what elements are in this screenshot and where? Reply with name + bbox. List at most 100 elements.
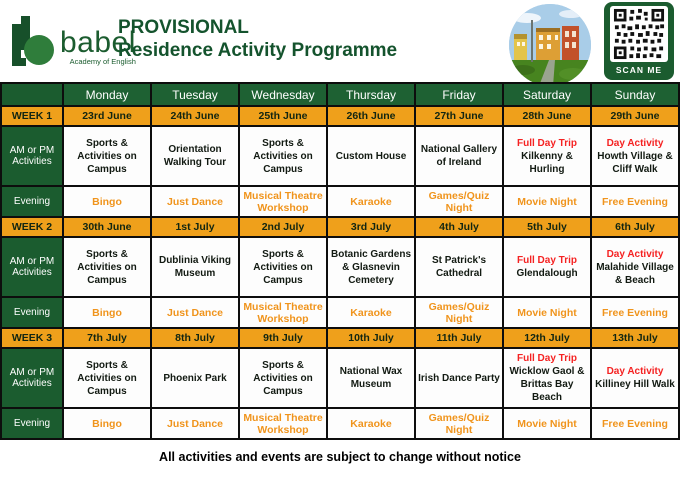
activity-text: Dublinia Viking Museum — [158, 255, 232, 279]
trip-highlight: Day Activity — [606, 248, 664, 260]
week1-label: WEEK 1 — [0, 105, 64, 127]
date-cell: 27th June — [414, 105, 504, 127]
evening-cell: Just Dance — [150, 296, 240, 329]
activity-cell: Sports & Activities on Campus — [238, 125, 328, 187]
activity-cell: National Gallery of Ireland — [414, 125, 504, 187]
activity-cell: Phoenix Park — [150, 347, 240, 409]
activity-text: Howth Village & Cliff Walk — [597, 150, 673, 175]
activity-cell: Dublinia Viking Museum — [150, 236, 240, 298]
date-cell: 29th June — [590, 105, 680, 127]
date-cell: 10th July — [326, 327, 416, 349]
day-header-monday: Monday — [62, 82, 152, 107]
evening-cell: Free Evening — [590, 407, 680, 440]
corner-cell — [0, 82, 64, 107]
campus-photo-image — [509, 4, 591, 86]
activity-text: Sports & Activities on Campus — [77, 137, 137, 175]
activity-cell: Botanic Gardens & Glasnevin Cemetery — [326, 236, 416, 298]
week2-label: WEEK 2 — [0, 216, 64, 238]
ampm-row-label: AM or PM Activities — [0, 236, 64, 298]
date-cell: 2nd July — [238, 216, 328, 238]
logo-wordmark: babel — [60, 26, 136, 59]
activity-cell: Sports & Activities on Campus — [62, 125, 152, 187]
evening-row-label: Evening — [0, 185, 64, 218]
date-cell: 7th July — [62, 327, 152, 349]
logo-tagline: Academy of English — [69, 57, 136, 66]
activity-cell: Orientation Walking Tour — [150, 125, 240, 187]
activity-cell: Sports & Activities on Campus — [238, 236, 328, 298]
activity-text: Phoenix Park — [163, 372, 227, 384]
day-header-saturday: Saturday — [502, 82, 592, 107]
day-header-tuesday: Tuesday — [150, 82, 240, 107]
activity-text: Irish Dance Party — [418, 372, 500, 384]
day-header-friday: Friday — [414, 82, 504, 107]
header: babel Academy of English PROVISIONAL Res… — [0, 0, 680, 86]
date-cell: 12th July — [502, 327, 592, 349]
evening-cell: Free Evening — [590, 296, 680, 329]
evening-cell: Bingo — [62, 407, 152, 440]
evening-cell: Bingo — [62, 185, 152, 218]
activity-text: National Gallery of Ireland — [420, 144, 498, 168]
activity-text: Orientation Walking Tour — [163, 144, 227, 168]
date-cell: 6th July — [590, 216, 680, 238]
activity-cell: Custom House — [326, 125, 416, 187]
date-cell: 1st July — [150, 216, 240, 238]
activity-cell: Full Day Trip Glendalough — [502, 236, 592, 298]
evening-cell: Games/Quiz Night — [414, 296, 504, 329]
date-cell: 24th June — [150, 105, 240, 127]
activity-cell: Full Day Trip Kilkenny & Hurling — [502, 125, 592, 187]
date-cell: 28th June — [502, 105, 592, 127]
date-cell: 9th July — [238, 327, 328, 349]
activity-cell: Sports & Activities on Campus — [238, 347, 328, 409]
qr-badge: SCAN ME — [604, 2, 674, 80]
date-cell: 4th July — [414, 216, 504, 238]
activity-cell: Sports & Activities on Campus — [62, 236, 152, 298]
activity-cell: Day Activity Malahide Village & Beach — [590, 236, 680, 298]
date-cell: 23rd June — [62, 105, 152, 127]
evening-cell: Free Evening — [590, 185, 680, 218]
trip-highlight: Day Activity — [606, 137, 664, 149]
week2-ampm-row: AM or PM Activities Sports & Activities … — [0, 236, 680, 298]
trip-highlight: Full Day Trip — [516, 137, 577, 149]
date-cell: 5th July — [502, 216, 592, 238]
week1-ampm-row: AM or PM Activities Sports & Activities … — [0, 125, 680, 187]
week3-label: WEEK 3 — [0, 327, 64, 349]
date-cell: 13th July — [590, 327, 680, 349]
week2-dates-row: WEEK 2 30th June 1st July 2nd July 3rd J… — [0, 216, 680, 238]
evening-row-label: Evening — [0, 296, 64, 329]
activity-text: Botanic Gardens & Glasnevin Cemetery — [330, 248, 412, 286]
day-header-row: Monday Tuesday Wednesday Thursday Friday… — [0, 82, 680, 107]
disclaimer-note: All activities and events are subject to… — [159, 450, 521, 464]
evening-cell: Musical Theatre Workshop — [238, 185, 328, 218]
activity-cell: Day Activity Howth Village & Cliff Walk — [590, 125, 680, 187]
activity-schedule-table: Monday Tuesday Wednesday Thursday Friday… — [0, 82, 680, 440]
week1-dates-row: WEEK 1 23rd June 24th June 25th June 26t… — [0, 105, 680, 127]
evening-cell: Just Dance — [150, 407, 240, 440]
activity-text: Kilkenny & Hurling — [521, 150, 573, 175]
activity-text: Glendalough — [516, 268, 578, 279]
activity-text: Wicklow Gaol & Brittas Bay Beach — [509, 366, 585, 403]
week3-ampm-row: AM or PM Activities Sports & Activities … — [0, 347, 680, 409]
evening-cell: Bingo — [62, 296, 152, 329]
activity-text: Sports & Activities on Campus — [253, 359, 313, 397]
babel-logo-icon — [12, 16, 54, 66]
activity-text: Malahide Village & Beach — [596, 261, 674, 286]
activity-text: Sports & Activities on Campus — [253, 137, 313, 175]
date-cell: 26th June — [326, 105, 416, 127]
campus-photo — [509, 4, 591, 86]
evening-cell: Games/Quiz Night — [414, 407, 504, 440]
qr-scan-me-label: SCAN ME — [615, 65, 663, 75]
activity-cell: National Wax Museum — [326, 347, 416, 409]
activity-cell: Full Day Trip Wicklow Gaol & Brittas Bay … — [502, 347, 592, 409]
babel-logo: babel Academy of English — [10, 14, 136, 68]
evening-cell: Just Dance — [150, 185, 240, 218]
ampm-row-label: AM or PM Activities — [0, 125, 64, 187]
evening-cell: Games/Quiz Night — [414, 185, 504, 218]
activity-cell: Sports & Activities on Campus — [62, 347, 152, 409]
evening-cell: Karaoke — [326, 407, 416, 440]
day-header-sunday: Sunday — [590, 82, 680, 107]
date-cell: 8th July — [150, 327, 240, 349]
evening-cell: Movie Night — [502, 407, 592, 440]
activity-cell: St Patrick's Cathedral — [414, 236, 504, 298]
date-cell: 3rd July — [326, 216, 416, 238]
